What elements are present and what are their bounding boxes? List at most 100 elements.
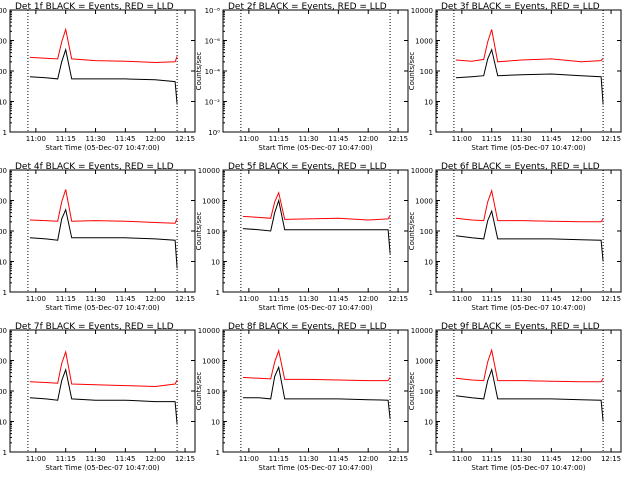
y-tick-label: 10000 (411, 7, 433, 15)
x-tick-label: 12:00 (358, 455, 378, 463)
panel-title: Det 7f BLACK = Events, RED = LLD (15, 322, 174, 332)
panel-det-3: Det 3f BLACK = Events, RED = LLD 1 10 100 10… (408, 2, 622, 152)
plot-frame (435, 329, 622, 453)
y-tick-label: 10000 (0, 7, 7, 15)
events-series-line (455, 48, 604, 105)
events-series-line (29, 367, 178, 425)
x-tick-label: 11:00 (452, 135, 472, 143)
panel-det-5: Det 5f BLACK = Events, RED = LLD 1 10 100 10… (195, 162, 409, 312)
panel-det-4: Det 4f BLACK = Events, RED = LLD 1 10 100 10… (0, 162, 196, 312)
y-tick-label: 10 (211, 259, 220, 267)
y-tick-label: 1 (216, 449, 220, 457)
x-tick-label: 11:00 (239, 455, 259, 463)
x-tick-label: 11:45 (115, 295, 135, 303)
x-tick-label: 11:15 (269, 455, 289, 463)
lld-series-line (455, 188, 604, 223)
x-tick-label: 12:00 (145, 455, 165, 463)
plot-frame (222, 329, 409, 453)
y-tick-label: 1000 (0, 358, 7, 366)
x-tick-label: 12:00 (145, 135, 165, 143)
y-tick-label: 1000 (0, 198, 7, 206)
x-tick-label: 12:00 (571, 135, 591, 143)
panel-title: Det 4f BLACK = Events, RED = LLD (15, 162, 174, 172)
x-tick-label: 11:45 (328, 135, 348, 143)
y-tick-label: 10000 (0, 167, 7, 175)
y-axis-label: Counts/sec (195, 372, 203, 411)
x-tick-label: 12:00 (358, 295, 378, 303)
y-axis-label: Counts/sec (408, 212, 416, 251)
y-axis-label: Counts/sec (408, 52, 416, 91)
x-tick-label: 11:15 (269, 135, 289, 143)
x-tick-label: 11:30 (511, 135, 531, 143)
y-axis-label: Counts/sec (408, 372, 416, 411)
y-tick-label: 10⁻⁴ (205, 68, 221, 76)
events-series-line (29, 47, 178, 105)
panel-title: Det 8f BLACK = Events, RED = LLD (228, 322, 387, 332)
y-tick-label: 1 (429, 449, 433, 457)
y-tick-label: 1 (3, 289, 7, 297)
panel-det-7: Det 7f BLACK = Events, RED = LLD 1 10 100 10… (0, 322, 196, 472)
x-axis-label: Start Time (05-Dec-07 10:47:00) (258, 464, 372, 472)
plot-frame (9, 329, 196, 453)
panel-title: Det 2f BLACK = Events, RED = LLD (228, 2, 387, 12)
y-tick-label: 1 (429, 289, 433, 297)
plot-frame (435, 9, 622, 133)
x-tick-label: 11:15 (269, 295, 289, 303)
x-tick-label: 11:45 (541, 295, 561, 303)
plot-frame (9, 169, 196, 293)
lld-series-line (29, 350, 178, 388)
y-tick-label: 10000 (198, 327, 220, 335)
y-axis-label: Counts/sec (195, 212, 203, 251)
y-tick-label: 10⁻⁶ (205, 38, 221, 46)
y-tick-label: 1000 (415, 38, 433, 46)
y-tick-label: 1000 (202, 198, 220, 206)
y-tick-label: 10⁰ (208, 129, 220, 137)
y-tick-label: 10 (424, 259, 433, 267)
x-axis-label: Start Time (05-Dec-07 10:47:00) (471, 144, 585, 152)
y-tick-label: 10 (424, 419, 433, 427)
x-tick-label: 11:45 (328, 455, 348, 463)
x-tick-label: 11:00 (239, 135, 259, 143)
panel-det-1: Det 1f BLACK = Events, RED = LLD 1 10 100 10… (0, 2, 196, 152)
y-tick-label: 100 (420, 68, 433, 76)
y-tick-label: 100 (0, 228, 7, 236)
x-tick-label: 12:15 (175, 295, 195, 303)
y-tick-label: 100 (0, 68, 7, 76)
y-tick-label: 1 (3, 449, 7, 457)
y-tick-label: 100 (0, 388, 7, 396)
x-tick-label: 11:45 (541, 135, 561, 143)
x-tick-label: 12:00 (571, 295, 591, 303)
x-tick-label: 12:15 (175, 455, 195, 463)
panel-title: Det 3f BLACK = Events, RED = LLD (441, 2, 600, 12)
x-tick-label: 11:45 (541, 455, 561, 463)
panel-det-8: Det 8f BLACK = Events, RED = LLD 1 10 100 10… (195, 322, 409, 472)
x-tick-label: 11:00 (26, 135, 46, 143)
x-tick-label: 11:30 (511, 295, 531, 303)
lld-series-line (455, 29, 604, 63)
y-tick-label: 1000 (202, 358, 220, 366)
x-tick-label: 11:30 (298, 455, 318, 463)
x-axis-label: Start Time (05-Dec-07 10:47:00) (45, 304, 159, 312)
plot-frame (435, 169, 622, 293)
x-tick-label: 11:30 (85, 295, 105, 303)
x-axis-label: Start Time (05-Dec-07 10:47:00) (471, 304, 585, 312)
panel-det-2: Det 2f BLACK = Events, RED = LLD 10⁰ 10⁻² 1… (195, 2, 409, 152)
y-tick-label: 100 (207, 228, 220, 236)
panel-det-9: Det 9f BLACK = Events, RED = LLD 1 10 100 10… (408, 322, 622, 472)
panel-det-6: Det 6f BLACK = Events, RED = LLD 1 10 100 10… (408, 162, 622, 312)
y-tick-label: 1 (3, 129, 7, 137)
lld-series-line (29, 189, 178, 224)
y-tick-label: 10 (0, 419, 7, 427)
x-tick-label: 11:00 (26, 455, 46, 463)
events-series-line (29, 208, 178, 269)
y-tick-label: 10 (424, 99, 433, 107)
events-series-line (242, 365, 391, 420)
events-series-line (455, 209, 604, 262)
panel-title: Det 9f BLACK = Events, RED = LLD (441, 322, 600, 332)
y-tick-label: 10 (0, 99, 7, 107)
x-tick-label: 12:00 (145, 295, 165, 303)
x-tick-label: 11:30 (298, 295, 318, 303)
x-tick-label: 11:30 (85, 455, 105, 463)
y-tick-label: 1000 (415, 358, 433, 366)
y-tick-label: 100 (420, 228, 433, 236)
